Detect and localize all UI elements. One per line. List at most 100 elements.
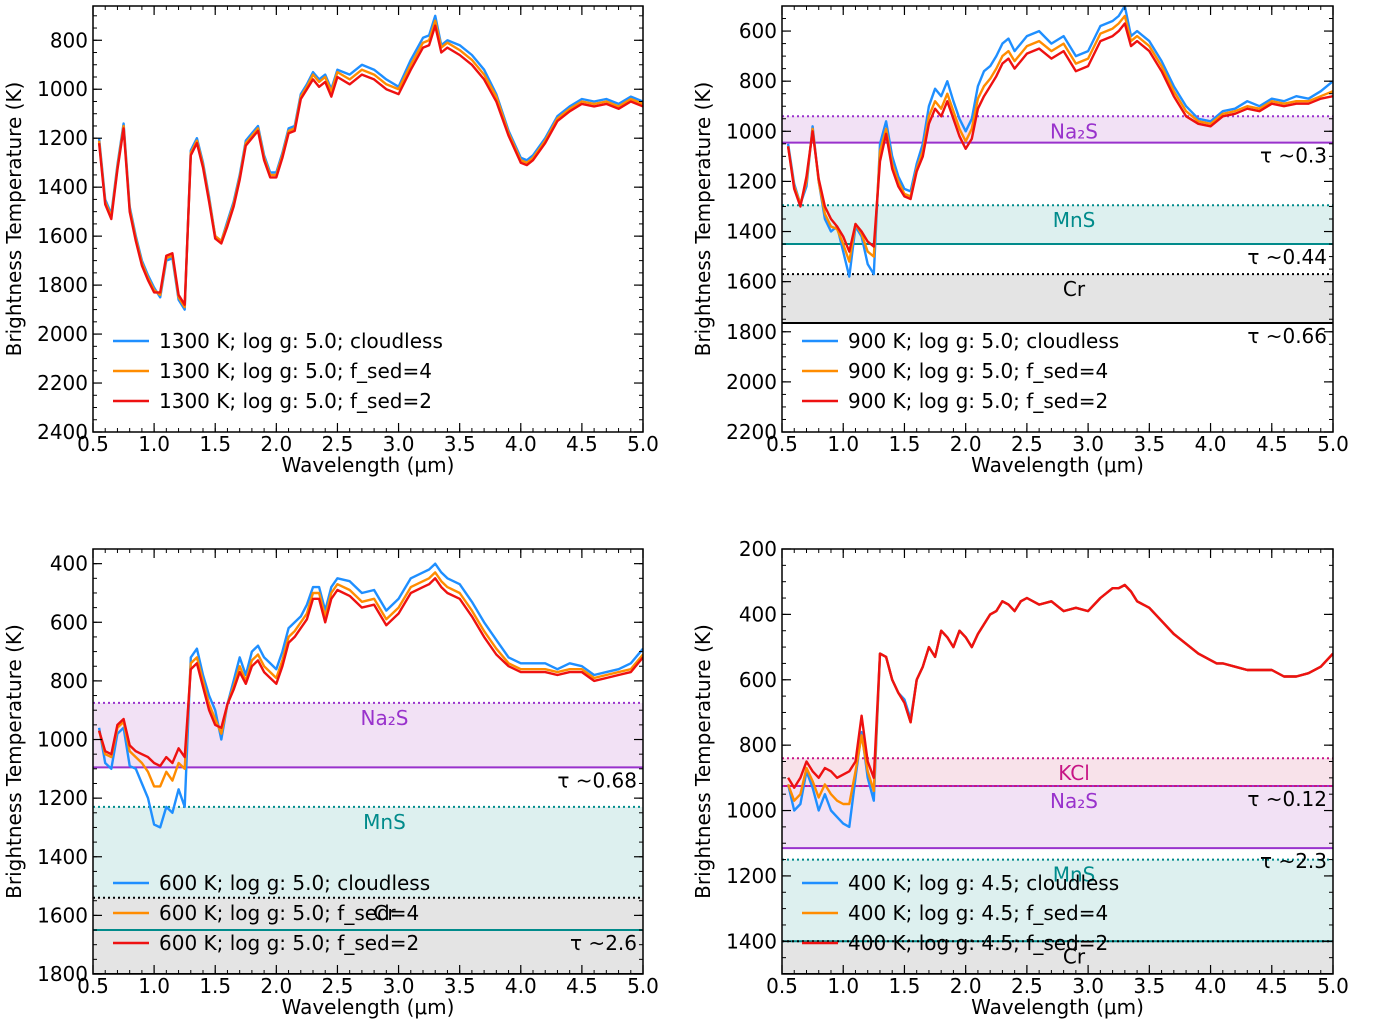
- y-axis-label: Brightness Temperature (K): [691, 82, 715, 357]
- x-tick-label: 2.0: [950, 974, 982, 998]
- y-tick-label: 1200: [37, 126, 88, 150]
- y-tick-label: 2200: [726, 420, 777, 444]
- chart-panel-4: KCl τ ~0.12 Na₂S τ ~2.3 MnS Cr 0.5 1.0 1.5 2.0 2.5…: [691, 537, 1349, 1019]
- y-tick-label: 600: [739, 668, 777, 692]
- legend-entry: 1300 K; log g: 5.0; f_sed=2: [159, 389, 432, 413]
- legend-entry: 1300 K; log g: 5.0; f_sed=4: [159, 359, 432, 383]
- legend: 600 K; log g: 5.0; cloudless 600 K; log g…: [113, 871, 430, 955]
- x-tick-label: 2.0: [950, 432, 982, 456]
- y-tick-label: 1200: [37, 786, 88, 810]
- series-line-1: [97, 562, 643, 829]
- cloud-label: Cr: [1063, 944, 1086, 968]
- cloud-label: Na₂S: [1050, 789, 1098, 813]
- x-tick-label: 4.0: [505, 974, 537, 998]
- series-line-1: [97, 14, 643, 311]
- cloud-label: Na₂S: [361, 706, 409, 730]
- x-tick-label: 5.0: [1317, 432, 1349, 456]
- x-tick-label: 3.0: [1072, 974, 1104, 998]
- legend-entry: 600 K; log g: 5.0; cloudless: [159, 871, 430, 895]
- y-tick-label: 2000: [726, 370, 777, 394]
- legend: 1300 K; log g: 5.0; cloudless 1300 K; log…: [113, 329, 443, 413]
- legend-entry: 900 K; log g: 5.0; f_sed=4: [848, 359, 1108, 383]
- y-tick-label: 400: [739, 602, 777, 626]
- chart-panel-3: Na₂S τ ~0.68 MnS τ ~2.6 Cr 0.5 1.0 1.5 2.0 2.5 3.0…: [2, 548, 659, 1019]
- x-tick-label: 2.5: [1011, 432, 1043, 456]
- y-tick-label: 1600: [37, 903, 88, 927]
- x-tick-label: 5.0: [627, 974, 659, 998]
- cloud-band-cr: [782, 274, 1333, 323]
- x-tick-label: 4.5: [1256, 974, 1288, 998]
- y-tick-label: 1800: [726, 320, 777, 344]
- cloud-label: Cr: [1063, 277, 1086, 301]
- x-tick-label: 0.5: [766, 974, 798, 998]
- y-tick-label: 1400: [726, 929, 777, 953]
- series-lines: [786, 6, 1333, 278]
- legend-entry: 1300 K; log g: 5.0; cloudless: [159, 329, 443, 353]
- plot-frame: [92, 5, 644, 433]
- y-tick-label: 1800: [37, 962, 88, 986]
- x-tick-label: 2.0: [260, 974, 292, 998]
- x-tick-label: 1.5: [199, 974, 231, 998]
- x-tick-label: 3.5: [1133, 974, 1165, 998]
- y-tick-label: 600: [50, 610, 88, 634]
- y-tick-label: 600: [739, 19, 777, 43]
- y-tick-label: 2000: [37, 322, 88, 346]
- y-tick-label: 1000: [37, 728, 88, 752]
- x-tick-label: 1.0: [138, 974, 170, 998]
- tau-label: τ ~2.3: [1260, 849, 1327, 873]
- x-tick-label: 2.5: [1011, 974, 1043, 998]
- y-tick-label: 1600: [726, 270, 777, 294]
- y-tick-label: 1400: [726, 220, 777, 244]
- legend-entry: 600 K; log g: 5.0; f_sed=4: [159, 901, 419, 925]
- series-line-3: [786, 22, 1333, 253]
- chart-panel-2: Na₂S τ ~0.3 MnS τ ~0.44 Cr τ ~0.66 0.5 1.0 1.5 2.…: [691, 5, 1349, 477]
- x-tick-label: 2.5: [322, 432, 354, 456]
- x-tick-label: 4.5: [566, 974, 598, 998]
- x-tick-label: 2.5: [322, 974, 354, 998]
- legend-entry: 400 K; log g: 4.5; cloudless: [848, 871, 1119, 895]
- legend-entry: 900 K; log g: 5.0; f_sed=2: [848, 389, 1108, 413]
- plot-frame: [92, 548, 644, 975]
- y-tick-label: 1600: [37, 224, 88, 248]
- y-axis-label: Brightness Temperature (K): [691, 624, 715, 899]
- y-tick-label: 1400: [37, 845, 88, 869]
- y-axis-label: Brightness Temperature (K): [2, 82, 26, 357]
- x-axis-label: Wavelength (μm): [282, 453, 455, 477]
- x-tick-label: 5.0: [627, 432, 659, 456]
- x-tick-label: 3.5: [444, 974, 476, 998]
- y-tick-label: 1200: [726, 169, 777, 193]
- x-axis-label: Wavelength (μm): [971, 453, 1144, 477]
- x-tick-label: 4.5: [1256, 432, 1288, 456]
- x-tick-label: 3.0: [383, 974, 415, 998]
- tau-label: τ ~0.3: [1260, 144, 1327, 168]
- x-tick-label: 3.5: [1133, 432, 1165, 456]
- legend: 900 K; log g: 5.0; cloudless 900 K; log g…: [802, 329, 1119, 413]
- y-tick-label: 200: [739, 537, 777, 561]
- series-lines: [786, 583, 1333, 829]
- y-tick-label: 800: [739, 69, 777, 93]
- cloud-layers: [93, 701, 643, 974]
- series-line-3: [97, 577, 643, 768]
- y-tick-label: 1000: [726, 119, 777, 143]
- series-lines: [97, 14, 643, 311]
- y-tick-label: 1000: [37, 77, 88, 101]
- x-axis-label: Wavelength (μm): [971, 995, 1144, 1019]
- x-axis-label: Wavelength (μm): [282, 995, 455, 1019]
- y-tick-label: 1200: [726, 864, 777, 888]
- tau-label: τ ~0.12: [1247, 787, 1327, 811]
- y-tick-label: 2200: [37, 371, 88, 395]
- cloud-band-cr: [782, 941, 1333, 974]
- y-axis-label: Brightness Temperature (K): [2, 624, 26, 899]
- x-tick-label: 3.0: [1072, 432, 1104, 456]
- y-tick-label: 1000: [726, 799, 777, 823]
- legend-entry: 600 K; log g: 5.0; f_sed=2: [159, 931, 419, 955]
- y-tick-label: 800: [739, 733, 777, 757]
- cloud-label: KCl: [1058, 761, 1090, 785]
- x-tick-label: 3.0: [383, 432, 415, 456]
- series-line-3: [97, 24, 643, 306]
- series-line-2: [97, 19, 643, 309]
- x-tick-label: 2.0: [260, 432, 292, 456]
- cloud-label: MnS: [1053, 208, 1096, 232]
- cloud-layers: [782, 115, 1333, 324]
